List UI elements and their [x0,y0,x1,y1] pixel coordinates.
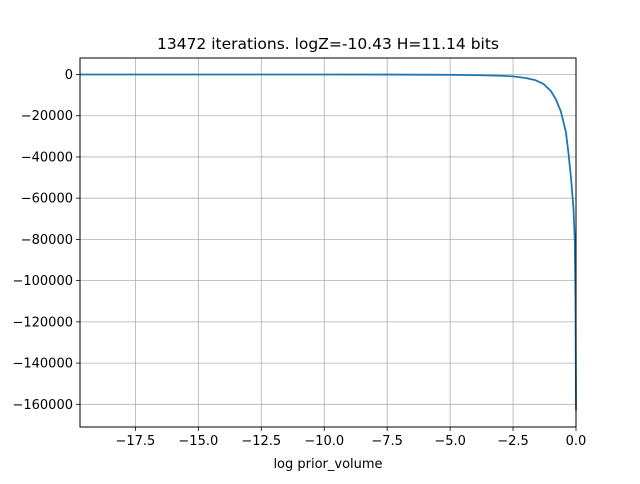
y-tick-label: −140000 [12,357,73,372]
x-tick-label: −17.5 [115,434,155,449]
x-tick-label: −7.5 [371,434,403,449]
y-tick-label: −20000 [21,109,73,124]
chart-title: 13472 iterations. logZ=-10.43 H=11.14 bi… [157,35,499,53]
x-tick-label: 0.0 [566,434,587,449]
x-tick-label: −15.0 [178,434,218,449]
y-tick-label: −160000 [12,398,73,413]
x-tick-label: −5.0 [434,434,466,449]
plot-area-background [80,58,576,427]
series-group [80,73,577,411]
x-axis-label: log prior_volume [273,457,382,472]
y-tick-label: −120000 [12,315,73,330]
y-tick-label: −40000 [21,150,73,165]
x-tick-label: −2.5 [497,434,529,449]
x-axis: −17.5 −15.0 −12.5 −10.0 −7.5 −5.0 −2.5 0.0 [115,427,586,449]
y-tick-label: −100000 [12,274,73,289]
y-tick-label: −80000 [21,233,73,248]
y-axis: 0 −20000 −40000 −60000 −80000 −100000 −120000 −… [12,68,80,413]
plot-frame [79,57,577,428]
y-tick-label: 0 [65,68,73,83]
y-tick-label: −60000 [21,192,73,207]
series-line [80,73,577,411]
x-tick-label: −12.5 [241,434,281,449]
x-tick-label: −10.0 [304,434,344,449]
